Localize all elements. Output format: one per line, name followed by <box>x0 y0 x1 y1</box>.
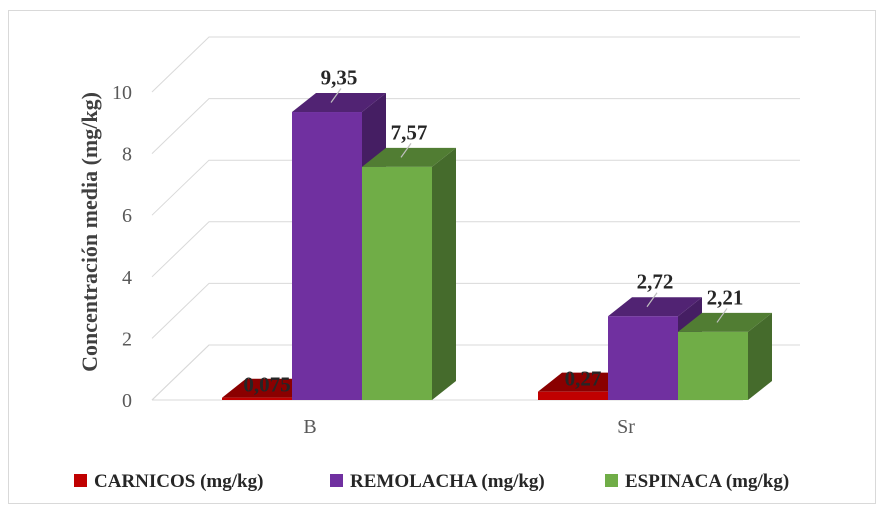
y-tick-label: 8 <box>122 144 132 166</box>
category-label-sr: Sr <box>617 416 635 438</box>
bar-carnicos-sr <box>538 391 608 400</box>
category-label-b: B <box>303 416 316 438</box>
legend: CARNICOS (mg/kg) REMOLACHA (mg/kg) ESPINAC… <box>74 471 789 492</box>
bar-espinaca-sr <box>678 331 748 400</box>
gridline <box>151 98 800 154</box>
data-label-carnicos-sr: 0,27 <box>565 367 602 391</box>
gridlines <box>151 36 800 401</box>
bar-top-remolacha-b <box>292 93 386 113</box>
data-label-remolacha-b: 9,35 <box>321 66 358 90</box>
bars <box>222 93 772 401</box>
legend-label-carnicos: CARNICOS (mg/kg) <box>94 471 263 492</box>
y-tick-label: 6 <box>122 205 132 227</box>
y-tick-label: 4 <box>122 267 132 289</box>
data-labels: 0,075 9,35 7,57 0,27 2,72 2,21 <box>243 66 743 397</box>
legend-swatch-espinaca <box>605 474 618 487</box>
gridline <box>151 159 800 216</box>
gridline <box>151 36 800 93</box>
y-tick-label: 0 <box>122 390 132 412</box>
y-tick-label: 2 <box>122 328 132 350</box>
label-leaders <box>330 88 728 323</box>
data-label-espinaca-b: 7,57 <box>391 120 428 144</box>
legend-swatch-carnicos <box>74 474 87 487</box>
bar-side-espinaca-sr <box>748 312 772 400</box>
label-leader <box>716 308 728 323</box>
y-axis-title: Concentración media (mg/kg) <box>77 92 102 372</box>
data-label-carnicos-b: 0,075 <box>243 373 290 397</box>
bar-remolacha-b <box>292 112 362 401</box>
data-label-remolacha-sr: 2,72 <box>637 270 674 294</box>
label-leader <box>646 292 658 308</box>
label-leader <box>400 142 412 158</box>
legend-label-remolacha: REMOLACHA (mg/kg) <box>350 471 545 492</box>
bar-side-espinaca-b <box>432 147 456 400</box>
y-tick-label: 10 <box>112 82 132 104</box>
data-label-espinaca-sr: 2,21 <box>707 285 744 309</box>
bar-remolacha-sr <box>608 316 678 400</box>
bar-top-espinaca-sr <box>678 312 772 332</box>
bar-top-remolacha-sr <box>608 297 702 317</box>
gridline <box>151 221 800 278</box>
label-leader <box>330 88 342 103</box>
legend-label-espinaca: ESPINACA (mg/kg) <box>625 471 789 492</box>
y-axis-ticks: 0 2 4 6 8 10 <box>112 82 132 412</box>
gridline <box>151 282 800 339</box>
bar-carnicos-b <box>222 397 292 400</box>
gridline <box>151 344 800 401</box>
bar-espinaca-b <box>362 166 432 400</box>
legend-swatch-remolacha <box>330 474 343 487</box>
bar-top-espinaca-b <box>362 147 456 167</box>
category-labels: B Sr <box>303 416 635 438</box>
